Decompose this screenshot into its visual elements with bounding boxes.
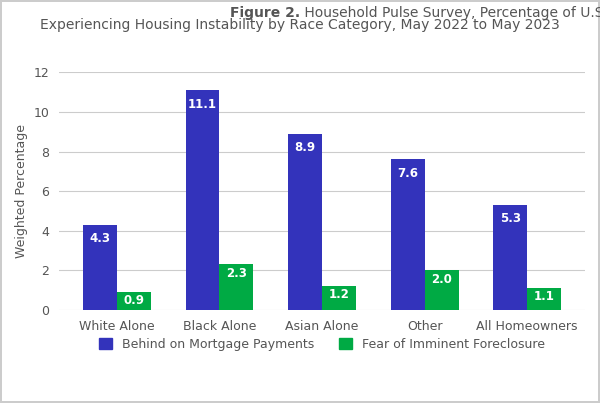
Text: 2.3: 2.3 [226,267,247,280]
Text: 11.1: 11.1 [188,98,217,111]
Bar [83,225,117,310]
Text: Figure 2.: Figure 2. [230,6,300,20]
Bar [185,90,220,310]
Text: 2.0: 2.0 [431,273,452,286]
Bar [288,134,322,310]
Text: 0.9: 0.9 [124,295,145,307]
Bar [391,160,425,310]
Text: 7.6: 7.6 [397,167,418,180]
Bar [493,205,527,310]
Bar [425,270,458,310]
Text: 1.1: 1.1 [534,291,554,303]
Text: 1.2: 1.2 [329,289,349,301]
Text: 5.3: 5.3 [500,212,521,226]
Text: Household Pulse Survey, Percentage of U.S. Homeowner Households: Household Pulse Survey, Percentage of U.… [300,6,600,20]
Text: 4.3: 4.3 [89,232,110,245]
Y-axis label: Weighted Percentage: Weighted Percentage [15,124,28,258]
Bar [117,292,151,310]
Bar [527,288,561,310]
Text: 8.9: 8.9 [295,141,316,154]
Bar [220,264,253,310]
Text: Experiencing Housing Instability by Race Category, May 2022 to May 2023: Experiencing Housing Instability by Race… [40,18,560,32]
Bar [322,286,356,310]
Legend: Behind on Mortgage Payments, Fear of Imminent Foreclosure: Behind on Mortgage Payments, Fear of Imm… [94,333,550,356]
